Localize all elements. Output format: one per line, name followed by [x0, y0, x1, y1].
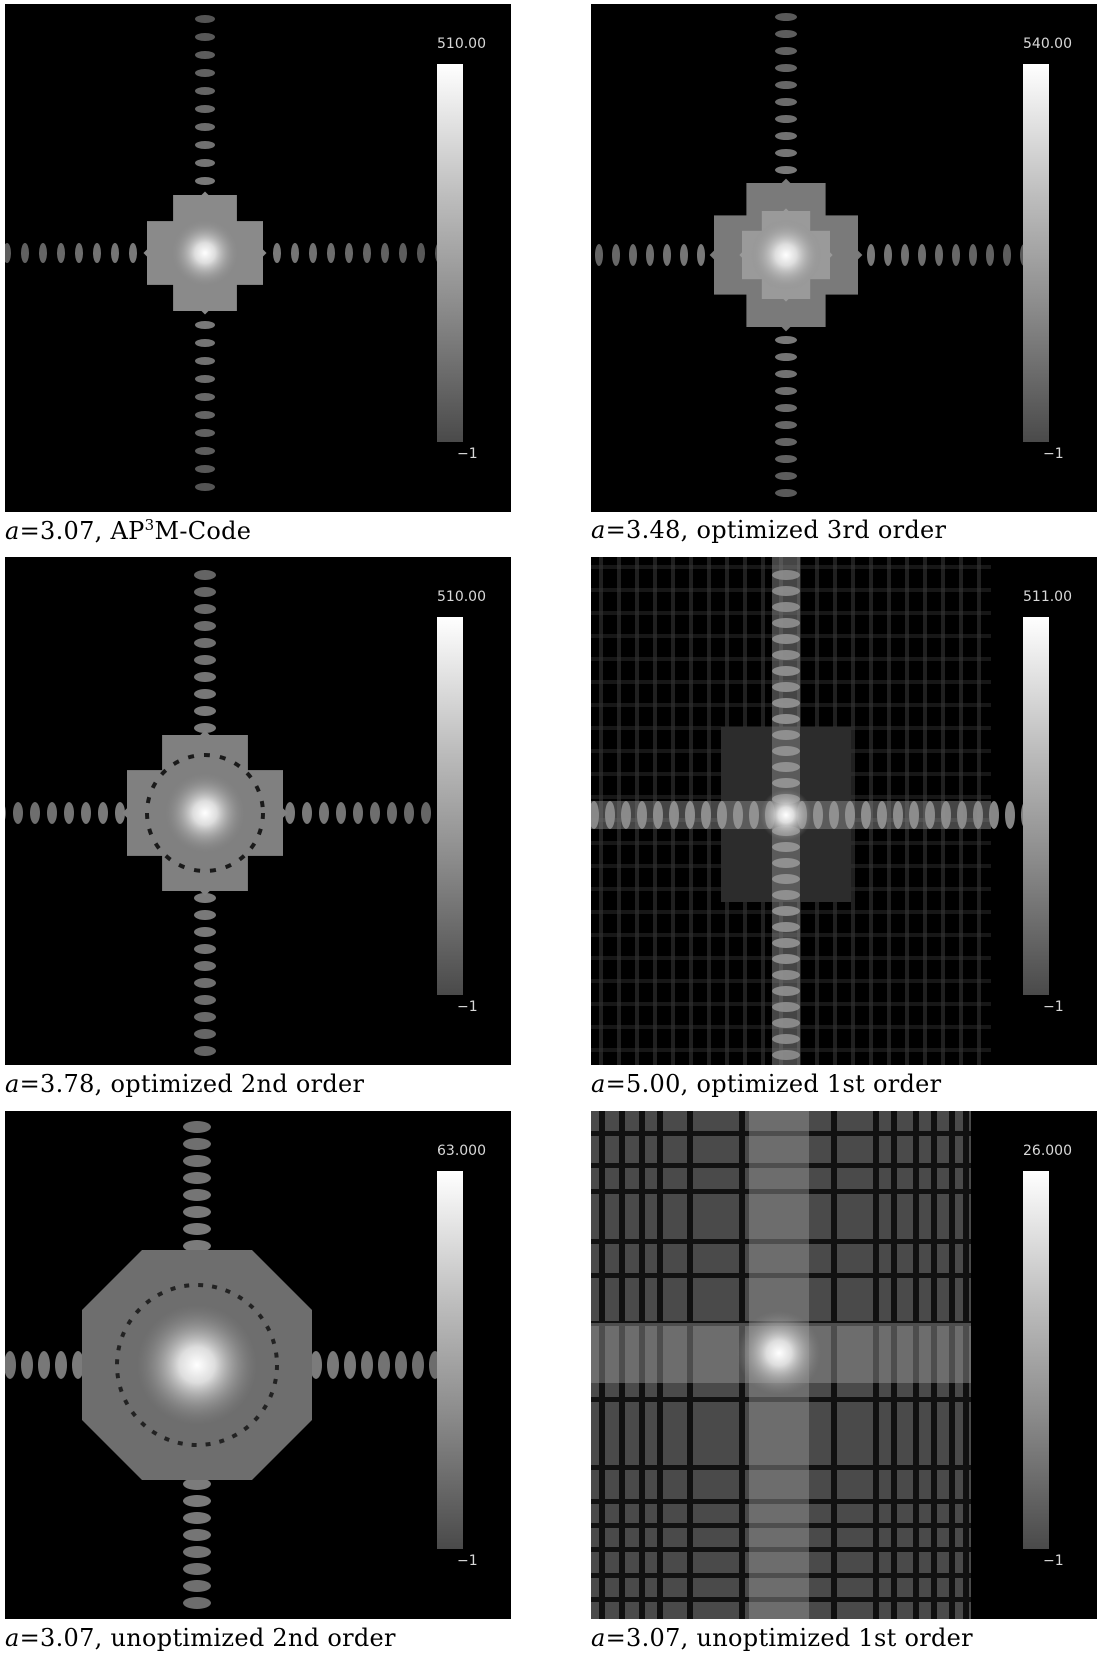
figure-panel-unopt1: 26.000 −1	[591, 1111, 1097, 1619]
colorbar	[437, 64, 463, 442]
figure-caption: a=3.07, unoptimized 1st order	[591, 1624, 973, 1652]
colorbar-min-label: −1	[457, 999, 478, 1015]
caption-text: AP	[110, 517, 145, 545]
intensity-map	[5, 570, 448, 1056]
caption-value: =3.07,	[19, 1624, 111, 1652]
colorbar	[437, 1171, 463, 1549]
colorbar-max-label: 510.00	[437, 589, 486, 605]
caption-text: unoptimized 1st order	[696, 1624, 973, 1652]
colorbar	[1023, 1171, 1049, 1549]
figure-caption: a=3.07, unoptimized 2nd order	[5, 1624, 396, 1652]
figure-panel-opt3: 540.00 −1	[591, 4, 1097, 512]
colorbar-max-label: 63.000	[437, 1143, 486, 1159]
caption-value: =3.48,	[605, 516, 697, 544]
figure-caption: a=3.07, AP3M-Code	[5, 516, 251, 545]
caption-text: optimized 2nd order	[110, 1070, 365, 1098]
figure-panel-ap3m: 510.00 −1	[5, 4, 511, 512]
colorbar-min-label: −1	[457, 1553, 478, 1569]
colorbar-min-label: −1	[457, 446, 478, 462]
intensity-map	[5, 15, 443, 491]
colorbar-max-label: 26.000	[1023, 1143, 1072, 1159]
caption-superscript: 3	[144, 516, 155, 534]
colorbar-min-label: −1	[1043, 446, 1064, 462]
caption-variable: a	[5, 517, 20, 545]
caption-text-suffix: M-Code	[154, 517, 252, 545]
colorbar-max-label: 510.00	[437, 36, 486, 52]
figure-panel-opt1: 511.00 −1	[591, 557, 1097, 1065]
figure-caption: a=3.78, optimized 2nd order	[5, 1070, 364, 1098]
figure-caption: a=3.48, optimized 3rd order	[591, 516, 946, 544]
caption-value: =5.00,	[605, 1070, 697, 1098]
figure-panel-unopt2: 63.000 −1	[5, 1111, 511, 1619]
colorbar	[1023, 64, 1049, 442]
colorbar-max-label: 511.00	[1023, 589, 1072, 605]
caption-value: =3.78,	[19, 1070, 111, 1098]
caption-value: =3.07,	[605, 1624, 697, 1652]
colorbar-max-label: 540.00	[1023, 36, 1072, 52]
caption-variable: a	[5, 1070, 20, 1098]
colorbar-min-label: −1	[1043, 999, 1064, 1015]
intensity-map	[595, 13, 1028, 497]
intensity-map	[591, 557, 1031, 1065]
caption-variable: a	[591, 1070, 606, 1098]
colorbar	[437, 617, 463, 995]
figure-panel-opt2: 510.00 −1	[5, 557, 511, 1065]
caption-text: unoptimized 2nd order	[110, 1624, 396, 1652]
caption-variable: a	[5, 1624, 20, 1652]
caption-variable: a	[591, 516, 606, 544]
caption-variable: a	[591, 1624, 606, 1652]
intensity-map	[591, 1111, 971, 1619]
colorbar-min-label: −1	[1043, 1553, 1064, 1569]
intensity-map	[5, 1121, 441, 1609]
caption-value: =3.07,	[19, 517, 111, 545]
colorbar	[1023, 617, 1049, 995]
caption-text: optimized 1st order	[696, 1070, 942, 1098]
caption-text: optimized 3rd order	[696, 516, 947, 544]
figure-caption: a=5.00, optimized 1st order	[591, 1070, 941, 1098]
